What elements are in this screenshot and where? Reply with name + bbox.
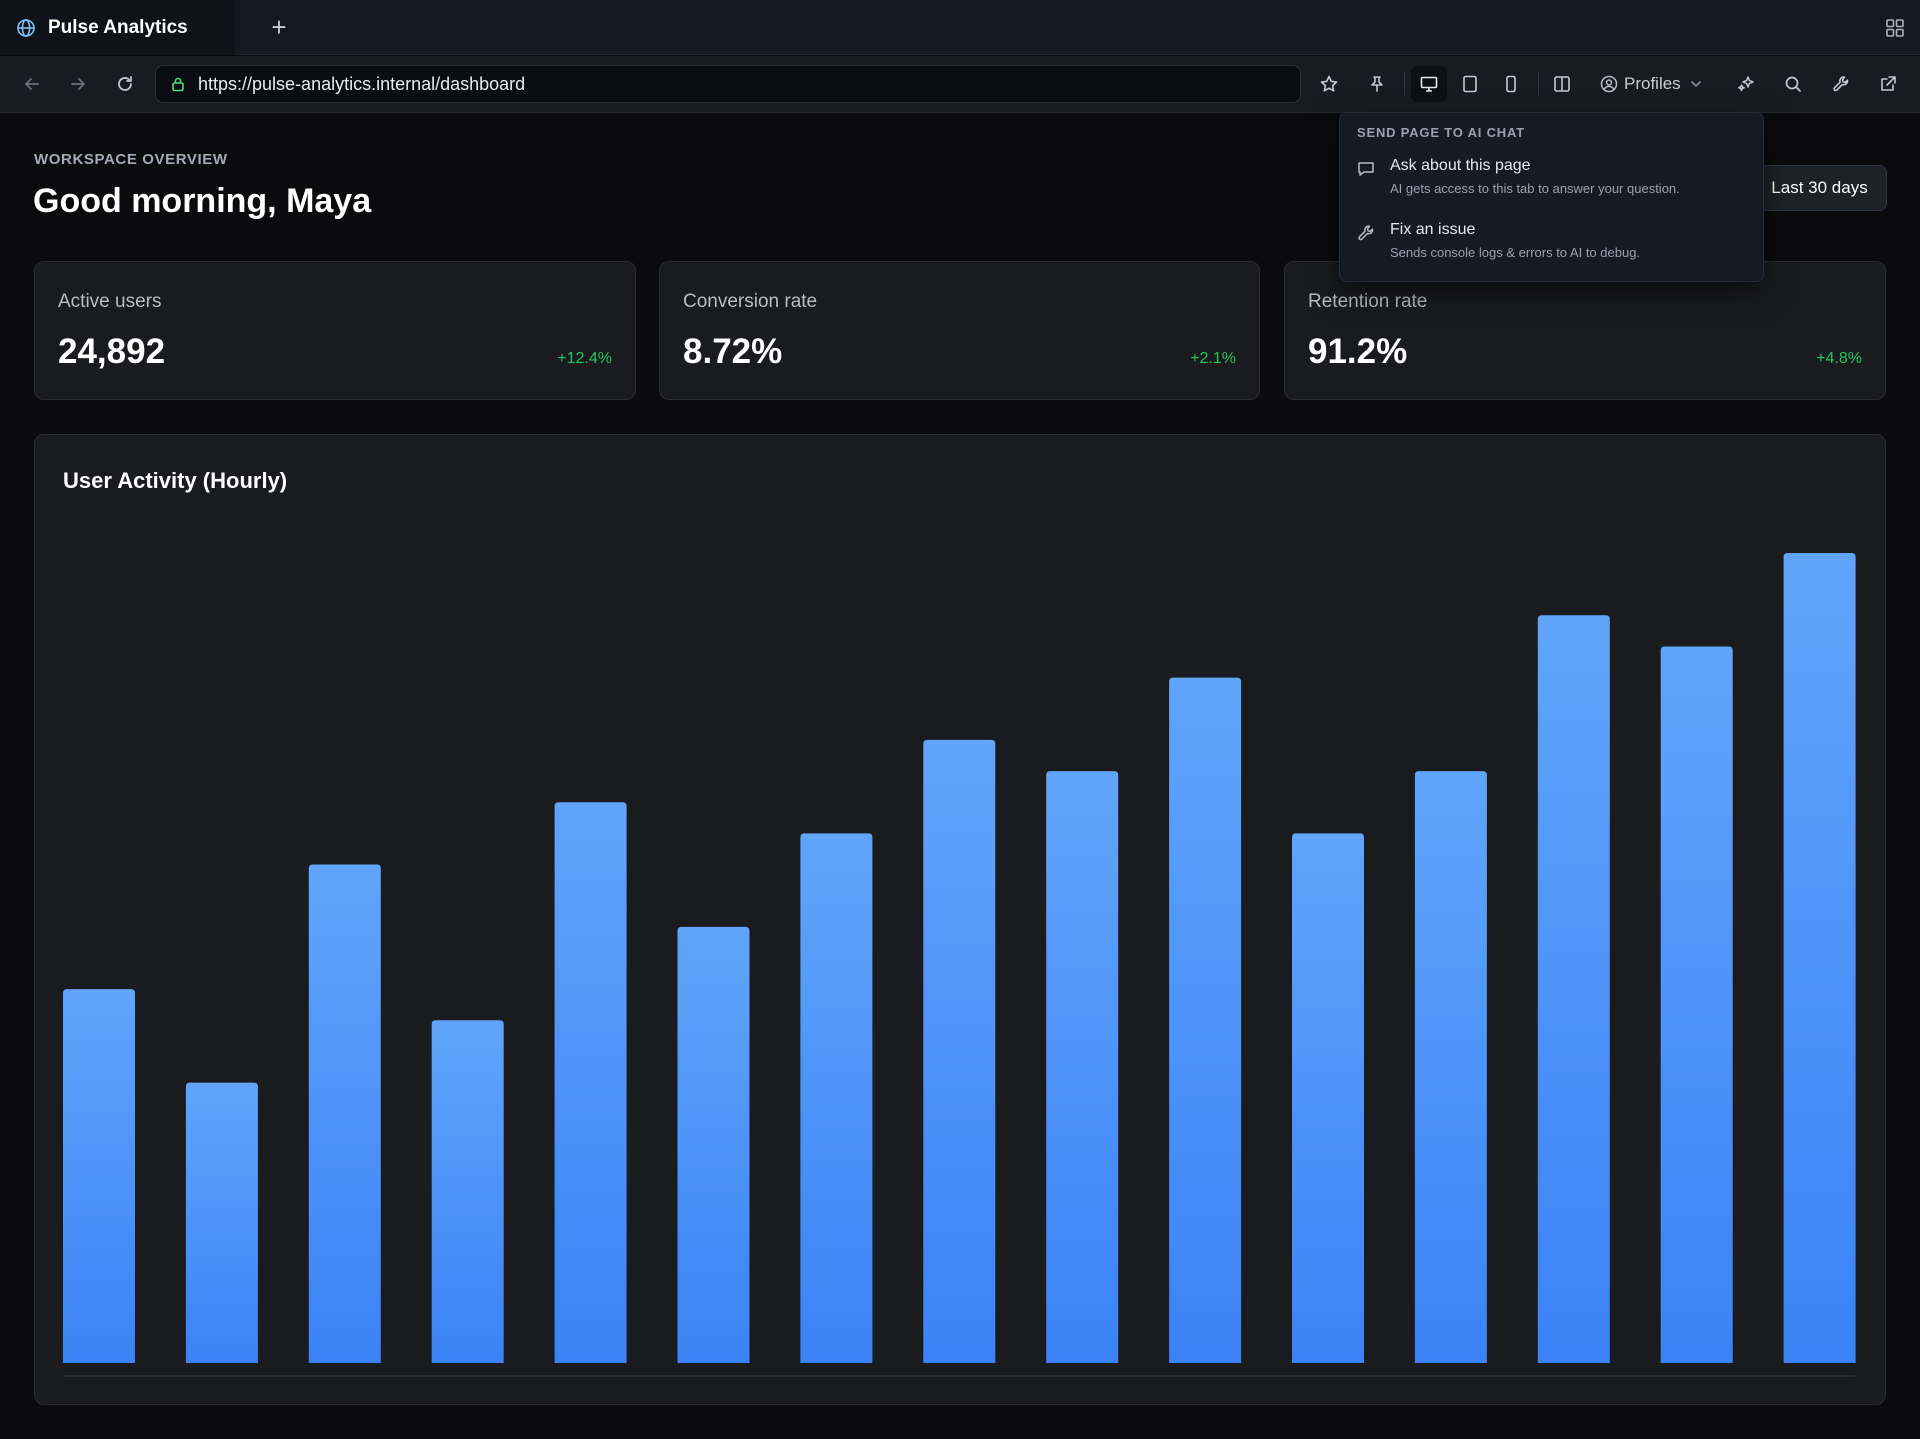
phone-icon: [1506, 75, 1516, 93]
monitor-icon: [1420, 76, 1438, 92]
pin-button[interactable]: [1359, 66, 1395, 102]
wrench-icon: [1358, 225, 1374, 241]
chart-title: User Activity (Hourly): [63, 468, 288, 493]
chart-bar[interactable]: [63, 989, 135, 1363]
page-title: Good morning, Maya: [33, 182, 372, 220]
user-activity-chart-card: User Activity (Hourly): [34, 434, 1886, 1405]
kpi-label: Retention rate: [1308, 291, 1428, 312]
chevron-down-icon: [1690, 81, 1701, 88]
chart-bar[interactable]: [554, 802, 627, 1363]
menu-item-ask-about-page[interactable]: Ask about this page AI gets access to th…: [1356, 155, 1746, 203]
chart-bar[interactable]: [1783, 553, 1856, 1363]
forward-button[interactable]: [60, 66, 96, 102]
chart-bar[interactable]: [1660, 646, 1733, 1363]
search-icon: [1785, 76, 1801, 92]
bar-chart: [63, 553, 1856, 1377]
chart-bar[interactable]: [1292, 833, 1364, 1363]
ai-sparkle-button[interactable]: [1728, 66, 1764, 102]
menu-item-title: Ask about this page: [1390, 157, 1531, 174]
date-range-button[interactable]: Last 30 days: [1752, 165, 1887, 211]
chart-bar[interactable]: [1414, 771, 1487, 1363]
chart-bar[interactable]: [1046, 771, 1119, 1363]
browser-toolbar: https://pulse-analytics.internal/dashboa…: [0, 56, 1920, 113]
chart-bar[interactable]: [800, 833, 873, 1363]
tablet-view-button[interactable]: [1452, 66, 1488, 102]
menu-item-description: Sends console logs & errors to AI to deb…: [1390, 245, 1641, 260]
back-button[interactable]: [14, 66, 50, 102]
split-view-icon: [1554, 76, 1570, 92]
tablet-icon: [1463, 75, 1477, 93]
menu-header: SEND PAGE TO AI CHAT: [1357, 125, 1525, 140]
kpi-label: Conversion rate: [683, 291, 818, 312]
user-circle-icon: [1600, 75, 1618, 93]
chart-plot-area: [63, 515, 1860, 1380]
arrow-right-icon: [71, 78, 85, 90]
bookmark-button[interactable]: [1311, 66, 1347, 102]
kpi-delta: +4.8%: [1816, 350, 1862, 367]
toolbar-divider: [1404, 72, 1405, 96]
url-text: https://pulse-analytics.internal/dashboa…: [198, 73, 526, 94]
tab-title: Pulse Analytics: [48, 16, 188, 38]
kpi-value: 8.72%: [683, 332, 783, 371]
chart-bar[interactable]: [1169, 677, 1242, 1363]
menu-item-title: Fix an issue: [1390, 221, 1476, 238]
tab-pulse-analytics[interactable]: Pulse Analytics: [0, 0, 235, 55]
reload-icon: [118, 76, 132, 91]
split-view-button[interactable]: [1544, 66, 1580, 102]
search-button[interactable]: [1775, 66, 1811, 102]
menu-item-description: AI gets access to this tab to answer you…: [1390, 181, 1680, 196]
kpi-value: 91.2%: [1308, 332, 1408, 371]
sparkle-icon: [1738, 76, 1754, 92]
globe-icon: [17, 18, 35, 37]
devtools-button[interactable]: [1823, 66, 1859, 102]
chat-bubble-icon: [1358, 162, 1374, 176]
arrow-left-icon: [25, 78, 39, 90]
wrench-icon: [1833, 76, 1849, 92]
new-tab-button[interactable]: +: [271, 12, 287, 42]
desktop-view-button[interactable]: [1411, 66, 1447, 102]
chart-bar[interactable]: [431, 1020, 504, 1363]
kpi-value: 24,892: [58, 332, 166, 371]
kpi-card-retention-rate: Retention rate 91.2% +4.8%: [1284, 261, 1886, 400]
toolbar-divider: [1538, 72, 1539, 96]
mobile-view-button[interactable]: [1493, 66, 1529, 102]
section-eyebrow: WORKSPACE OVERVIEW: [34, 151, 228, 168]
star-icon: [1320, 75, 1338, 92]
chart-bar[interactable]: [923, 739, 996, 1363]
send-to-ai-menu: SEND PAGE TO AI CHAT Ask about this page…: [1339, 112, 1764, 282]
tab-grid-icon[interactable]: [1884, 17, 1906, 39]
profiles-label: Profiles: [1624, 74, 1681, 93]
kpi-delta: +2.1%: [1190, 350, 1236, 367]
chart-bar[interactable]: [1537, 615, 1610, 1363]
kpi-card-active-users: Active users 24,892 +12.4%: [34, 261, 636, 400]
kpi-card-conversion-rate: Conversion rate 8.72% +2.1%: [659, 261, 1260, 400]
chart-bar[interactable]: [185, 1082, 258, 1363]
address-bar[interactable]: https://pulse-analytics.internal/dashboa…: [155, 65, 1301, 103]
lock-icon: [172, 77, 184, 92]
kpi-label: Active users: [58, 291, 162, 312]
menu-item-fix-issue[interactable]: Fix an issue Sends console logs & errors…: [1356, 219, 1746, 267]
profiles-menu[interactable]: Profiles: [1600, 66, 1705, 102]
kpi-delta: +12.4%: [557, 350, 612, 367]
chart-bar[interactable]: [677, 926, 750, 1363]
chart-bar[interactable]: [308, 864, 381, 1363]
pin-icon: [1371, 76, 1383, 92]
reload-button[interactable]: [107, 66, 143, 102]
external-link-icon: [1881, 76, 1896, 91]
open-external-button[interactable]: [1870, 66, 1906, 102]
tab-bar: Pulse Analytics +: [0, 0, 1920, 55]
